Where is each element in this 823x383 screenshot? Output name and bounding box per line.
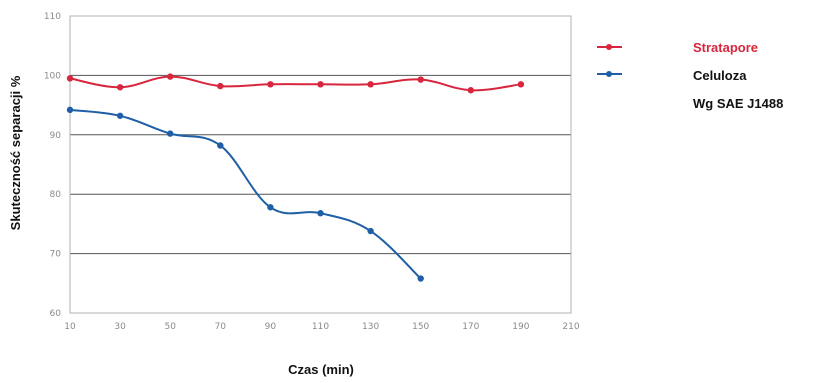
x-tick-130: 130 <box>362 322 379 332</box>
legend-item-celuloza: Celuloza <box>597 68 747 83</box>
legend-note: Wg SAE J1488 <box>693 96 783 111</box>
point-stratapore-90 <box>267 81 274 88</box>
legend-label-stratapore: Stratapore <box>693 40 758 55</box>
x-tick-10: 10 <box>64 322 76 332</box>
y-tick-90: 90 <box>50 131 62 141</box>
x-axis-ticks: 10 30 50 70 90 110 130 150 170 190 210 <box>64 322 580 332</box>
point-stratapore-190 <box>517 81 525 88</box>
point-stratapore-170 <box>467 87 474 94</box>
series-group <box>66 73 525 282</box>
y-tick-110: 110 <box>44 12 61 22</box>
x-tick-90: 90 <box>265 322 277 332</box>
point-celuloza-90 <box>267 204 274 211</box>
plot-frame <box>69 15 572 314</box>
x-tick-150: 150 <box>412 322 429 332</box>
y-axis-title: Skuteczność separacji % <box>8 75 23 230</box>
x-tick-50: 50 <box>164 322 176 332</box>
x-tick-190: 190 <box>512 322 529 332</box>
legend-swatch-marker-stratapore <box>606 44 612 50</box>
y-tick-100: 100 <box>44 71 61 81</box>
point-stratapore-130 <box>367 81 374 88</box>
point-celuloza-30 <box>116 112 124 119</box>
y-tick-60: 60 <box>50 309 62 319</box>
x-tick-70: 70 <box>215 322 227 332</box>
legend: Stratapore Celuloza Wg SAE J1488 <box>597 40 783 111</box>
point-stratapore-10 <box>66 75 74 82</box>
point-celuloza-110 <box>317 210 324 217</box>
legend-item-stratapore: Stratapore <box>597 40 758 55</box>
x-tick-30: 30 <box>114 322 126 332</box>
y-tick-70: 70 <box>50 250 62 260</box>
point-stratapore-150 <box>417 76 424 83</box>
y-tick-80: 80 <box>50 190 62 200</box>
legend-swatch-marker-celuloza <box>606 71 612 77</box>
point-stratapore-30 <box>116 84 124 91</box>
point-stratapore-70 <box>217 82 224 90</box>
point-celuloza-50 <box>167 130 174 137</box>
series-line-stratapore <box>69 75 522 92</box>
x-tick-210: 210 <box>562 322 579 332</box>
x-tick-110: 110 <box>312 322 329 332</box>
x-axis-title: Czas (min) <box>288 362 354 377</box>
point-celuloza-150 <box>417 275 424 282</box>
grid <box>70 74 571 255</box>
point-celuloza-10 <box>66 106 74 114</box>
x-tick-170: 170 <box>462 322 479 332</box>
y-axis-ticks: 60 70 80 90 100 110 <box>44 12 61 319</box>
point-celuloza-130 <box>367 227 374 235</box>
point-stratapore-50 <box>167 73 174 80</box>
point-stratapore-110 <box>317 81 324 88</box>
legend-label-celuloza: Celuloza <box>693 68 747 83</box>
point-celuloza-70 <box>217 142 224 149</box>
